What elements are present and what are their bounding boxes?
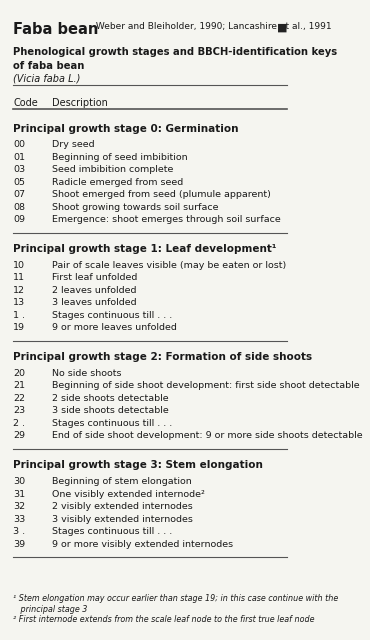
Text: Shoot growing towards soil surface: Shoot growing towards soil surface — [52, 202, 218, 212]
Text: 3 .: 3 . — [13, 527, 26, 536]
Text: Stages continuous till . . .: Stages continuous till . . . — [52, 310, 172, 320]
Text: Description: Description — [52, 98, 108, 108]
Text: Beginning of stem elongation: Beginning of stem elongation — [52, 477, 192, 486]
Text: 23: 23 — [13, 406, 26, 415]
Text: 20: 20 — [13, 369, 25, 378]
Text: Dry seed: Dry seed — [52, 140, 94, 149]
Text: ¹ Stem elongation may occur earlier than stage 19; in this case continue with th: ¹ Stem elongation may occur earlier than… — [13, 594, 339, 614]
Text: Seed imbibition complete: Seed imbibition complete — [52, 165, 173, 174]
Text: End of side shoot development: 9 or more side shoots detectable: End of side shoot development: 9 or more… — [52, 431, 363, 440]
Text: 09: 09 — [13, 215, 25, 224]
Text: 07: 07 — [13, 190, 25, 199]
Text: Phenological growth stages and BBCH-identification keys: Phenological growth stages and BBCH-iden… — [13, 47, 337, 57]
Text: Pair of scale leaves visible (may be eaten or lost): Pair of scale leaves visible (may be eat… — [52, 261, 286, 270]
Text: 2 leaves unfolded: 2 leaves unfolded — [52, 285, 136, 295]
Text: No side shoots: No side shoots — [52, 369, 121, 378]
Text: First leaf unfolded: First leaf unfolded — [52, 273, 137, 282]
Text: 22: 22 — [13, 394, 25, 403]
Text: 9 or more visibly extended internodes: 9 or more visibly extended internodes — [52, 540, 233, 548]
Text: Emergence: shoot emerges through soil surface: Emergence: shoot emerges through soil su… — [52, 215, 280, 224]
Text: Weber and Bleiholder, 1990; Lancashire et al., 1991: Weber and Bleiholder, 1990; Lancashire e… — [93, 22, 332, 31]
Text: Principal growth stage 3: Stem elongation: Principal growth stage 3: Stem elongatio… — [13, 461, 263, 470]
Text: Beginning of seed imbibition: Beginning of seed imbibition — [52, 153, 188, 162]
Text: Stages continuous till . . .: Stages continuous till . . . — [52, 527, 172, 536]
Text: Radicle emerged from seed: Radicle emerged from seed — [52, 178, 183, 187]
Text: 3 leaves unfolded: 3 leaves unfolded — [52, 298, 137, 307]
Text: 2 visibly extended internodes: 2 visibly extended internodes — [52, 502, 192, 511]
Text: 10: 10 — [13, 261, 25, 270]
Text: 01: 01 — [13, 153, 25, 162]
Text: Stages continuous till . . .: Stages continuous till . . . — [52, 419, 172, 428]
Text: 12: 12 — [13, 285, 25, 295]
Text: 9 or more leaves unfolded: 9 or more leaves unfolded — [52, 323, 176, 332]
Text: Beginning of side shoot development: first side shoot detectable: Beginning of side shoot development: fir… — [52, 381, 359, 390]
Text: 29: 29 — [13, 431, 25, 440]
Text: 21: 21 — [13, 381, 25, 390]
Text: 3 side shoots detectable: 3 side shoots detectable — [52, 406, 169, 415]
Text: 05: 05 — [13, 178, 25, 187]
Text: 11: 11 — [13, 273, 25, 282]
Text: 31: 31 — [13, 490, 26, 499]
Text: 19: 19 — [13, 323, 25, 332]
Text: (Vicia faba L.): (Vicia faba L.) — [13, 74, 81, 84]
Text: 30: 30 — [13, 477, 26, 486]
Text: Principal growth stage 2: Formation of side shoots: Principal growth stage 2: Formation of s… — [13, 352, 312, 362]
Text: 39: 39 — [13, 540, 26, 548]
Text: Principal growth stage 1: Leaf development¹: Principal growth stage 1: Leaf developme… — [13, 244, 277, 254]
Text: 32: 32 — [13, 502, 26, 511]
Text: 08: 08 — [13, 202, 25, 212]
Text: ² First internode extends from the scale leaf node to the first true leaf node: ² First internode extends from the scale… — [13, 614, 315, 624]
Text: 13: 13 — [13, 298, 26, 307]
Text: 2 .: 2 . — [13, 419, 25, 428]
Text: Shoot emerged from seed (plumule apparent): Shoot emerged from seed (plumule apparen… — [52, 190, 271, 199]
Text: 2 side shoots detectable: 2 side shoots detectable — [52, 394, 168, 403]
Text: Faba bean: Faba bean — [13, 22, 99, 37]
Text: Code: Code — [13, 98, 38, 108]
Text: 33: 33 — [13, 515, 26, 524]
Text: Principal growth stage 0: Germination: Principal growth stage 0: Germination — [13, 124, 239, 134]
Text: One visibly extended internode²: One visibly extended internode² — [52, 490, 205, 499]
Text: 3 visibly extended internodes: 3 visibly extended internodes — [52, 515, 193, 524]
Text: 03: 03 — [13, 165, 26, 174]
Text: 00: 00 — [13, 140, 25, 149]
Text: of faba bean: of faba bean — [13, 61, 85, 71]
Text: ■: ■ — [276, 22, 287, 33]
Text: 1 .: 1 . — [13, 310, 25, 320]
